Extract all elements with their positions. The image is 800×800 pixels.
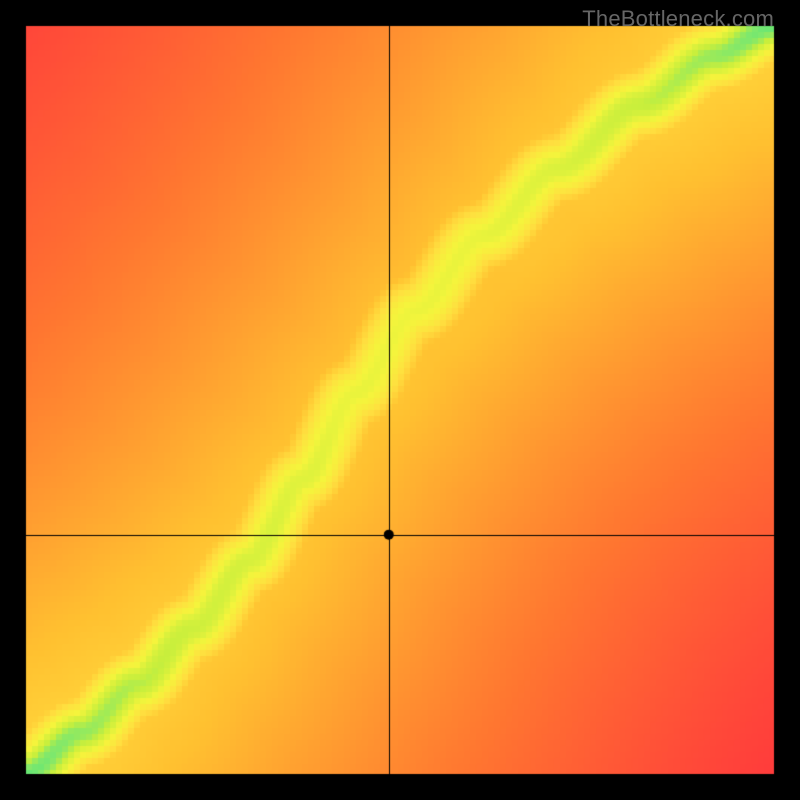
bottleneck-heatmap-canvas [0,0,800,800]
chart-container: TheBottleneck.com [0,0,800,800]
watermark-text: TheBottleneck.com [582,6,774,32]
